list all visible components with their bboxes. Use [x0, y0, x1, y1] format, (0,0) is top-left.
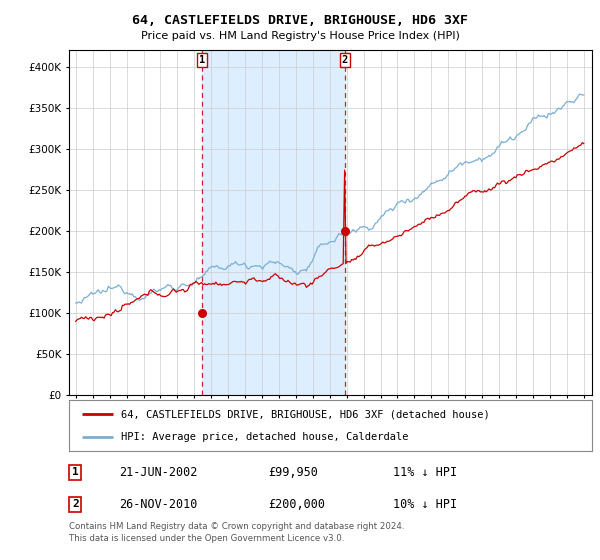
Text: Contains HM Land Registry data © Crown copyright and database right 2024.: Contains HM Land Registry data © Crown c…: [69, 522, 404, 531]
Text: 1: 1: [72, 467, 79, 477]
Text: 64, CASTLEFIELDS DRIVE, BRIGHOUSE, HD6 3XF (detached house): 64, CASTLEFIELDS DRIVE, BRIGHOUSE, HD6 3…: [121, 409, 490, 419]
Text: 26-NOV-2010: 26-NOV-2010: [119, 498, 197, 511]
Text: 1: 1: [199, 55, 205, 66]
Text: £99,950: £99,950: [268, 466, 317, 479]
Text: 2: 2: [342, 55, 348, 66]
Text: Price paid vs. HM Land Registry's House Price Index (HPI): Price paid vs. HM Land Registry's House …: [140, 31, 460, 41]
Bar: [202, 50, 345, 395]
Text: 64, CASTLEFIELDS DRIVE, BRIGHOUSE, HD6 3XF: 64, CASTLEFIELDS DRIVE, BRIGHOUSE, HD6 3…: [132, 14, 468, 27]
Text: 10% ↓ HPI: 10% ↓ HPI: [394, 498, 458, 511]
Text: 21-JUN-2002: 21-JUN-2002: [119, 466, 197, 479]
Text: £200,000: £200,000: [268, 498, 325, 511]
Text: HPI: Average price, detached house, Calderdale: HPI: Average price, detached house, Cald…: [121, 432, 409, 442]
Text: This data is licensed under the Open Government Licence v3.0.: This data is licensed under the Open Gov…: [69, 534, 344, 543]
Text: 2: 2: [72, 499, 79, 509]
Text: 11% ↓ HPI: 11% ↓ HPI: [394, 466, 458, 479]
